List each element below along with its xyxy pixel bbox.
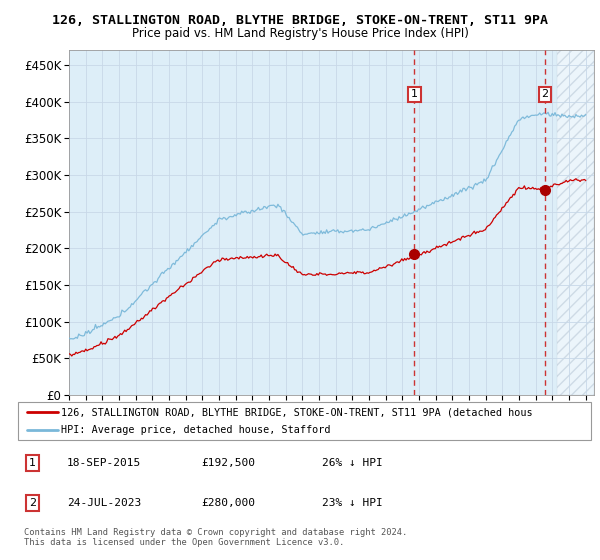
Bar xyxy=(557,50,594,395)
Text: Contains HM Land Registry data © Crown copyright and database right 2024.
This d: Contains HM Land Registry data © Crown c… xyxy=(24,528,407,547)
Text: 2: 2 xyxy=(541,90,548,99)
Text: £192,500: £192,500 xyxy=(202,458,256,468)
Bar xyxy=(557,50,594,395)
Text: HPI: Average price, detached house, Stafford: HPI: Average price, detached house, Staf… xyxy=(61,425,331,435)
Text: 24-JUL-2023: 24-JUL-2023 xyxy=(67,498,141,508)
Text: 2: 2 xyxy=(29,498,36,508)
Text: 1: 1 xyxy=(29,458,36,468)
Text: 26% ↓ HPI: 26% ↓ HPI xyxy=(322,458,382,468)
Text: Price paid vs. HM Land Registry's House Price Index (HPI): Price paid vs. HM Land Registry's House … xyxy=(131,27,469,40)
Text: 1: 1 xyxy=(411,90,418,99)
Text: 23% ↓ HPI: 23% ↓ HPI xyxy=(322,498,382,508)
Text: £280,000: £280,000 xyxy=(202,498,256,508)
Text: 18-SEP-2015: 18-SEP-2015 xyxy=(67,458,141,468)
Text: 126, STALLINGTON ROAD, BLYTHE BRIDGE, STOKE-ON-TRENT, ST11 9PA: 126, STALLINGTON ROAD, BLYTHE BRIDGE, ST… xyxy=(52,14,548,27)
Text: 126, STALLINGTON ROAD, BLYTHE BRIDGE, STOKE-ON-TRENT, ST11 9PA (detached hous: 126, STALLINGTON ROAD, BLYTHE BRIDGE, ST… xyxy=(61,407,533,417)
